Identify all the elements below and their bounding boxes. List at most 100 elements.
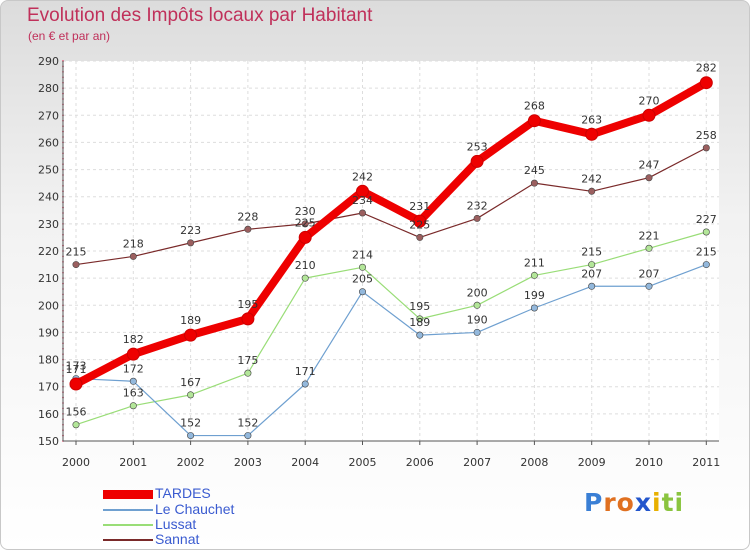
y-tick-label: 200 xyxy=(38,299,59,312)
series-line-tardes xyxy=(72,78,711,388)
logo-letter: x xyxy=(634,488,652,517)
x-tick-label: 2005 xyxy=(349,456,377,469)
series-line-le-chauchet xyxy=(75,263,707,437)
y-tick-label: 150 xyxy=(38,435,59,448)
data-label-lussat: 227 xyxy=(696,213,717,226)
data-label-tardes: 242 xyxy=(352,170,373,183)
data-label-tardes: 282 xyxy=(696,62,717,75)
data-label-tardes: 225 xyxy=(295,216,316,229)
data-point-sannat xyxy=(702,144,710,152)
y-tick-label: 240 xyxy=(38,191,59,204)
data-point-sannat xyxy=(244,225,252,233)
data-point-le-chauchet xyxy=(301,380,309,388)
data-label-lussat: 215 xyxy=(581,246,602,259)
data-label-tardes: 253 xyxy=(467,140,488,153)
legend-label-sannat: Sannat xyxy=(155,531,200,547)
data-label-sannat: 223 xyxy=(180,224,201,237)
data-label-tardes: 270 xyxy=(639,94,660,107)
data-point-le-chauchet xyxy=(702,261,710,269)
data-point-tardes xyxy=(470,154,484,168)
y-tick-label: 230 xyxy=(38,218,59,231)
data-point-le-chauchet xyxy=(129,377,137,385)
x-tick-label: 2006 xyxy=(406,456,434,469)
chart-subtitle: (en € et par an) xyxy=(28,29,111,43)
y-tick-label: 280 xyxy=(38,82,59,95)
data-label-le-chauchet: 173 xyxy=(66,360,87,373)
logo-letter: t xyxy=(661,488,675,517)
data-point-lussat xyxy=(72,421,80,429)
data-point-lussat xyxy=(358,263,366,271)
y-tick-label: 210 xyxy=(38,272,59,285)
legend-swatch-sannat xyxy=(103,539,153,541)
data-label-lussat: 214 xyxy=(352,248,373,261)
data-label-sannat: 225 xyxy=(409,218,430,231)
data-point-le-chauchet xyxy=(358,288,366,296)
data-label-lussat: 221 xyxy=(639,229,660,242)
y-tick-label: 170 xyxy=(38,381,59,394)
y-tick-label: 190 xyxy=(38,326,59,339)
data-label-tardes: 231 xyxy=(409,200,430,213)
legend-label-tardes: TARDES xyxy=(155,485,211,501)
x-tick-label: 2010 xyxy=(635,456,663,469)
data-point-tardes xyxy=(699,76,713,90)
legend-swatch-le-chauchet xyxy=(103,509,153,511)
y-tick-label: 270 xyxy=(38,109,59,122)
data-label-sannat: 247 xyxy=(639,159,660,172)
data-point-sannat xyxy=(187,239,195,247)
data-label-le-chauchet: 171 xyxy=(295,365,316,378)
grid-lines xyxy=(63,60,719,442)
data-point-tardes xyxy=(356,184,369,198)
data-label-tardes: 189 xyxy=(180,314,201,327)
x-tick-label: 2002 xyxy=(177,456,205,469)
data-label-tardes: 268 xyxy=(524,100,545,113)
data-point-lussat xyxy=(645,244,653,252)
data-label-lussat: 163 xyxy=(123,387,144,400)
data-point-le-chauchet xyxy=(416,331,424,339)
data-point-lussat xyxy=(530,271,538,279)
data-point-sannat xyxy=(645,174,653,182)
series-line-lussat xyxy=(75,231,707,426)
x-tick-label: 2009 xyxy=(578,456,606,469)
x-tick-label: 2003 xyxy=(234,456,262,469)
x-tick-label: 2008 xyxy=(520,456,548,469)
y-tick-label: 180 xyxy=(38,354,59,367)
data-point-lussat xyxy=(244,369,252,377)
data-label-le-chauchet: 189 xyxy=(409,316,430,329)
data-label-lussat: 156 xyxy=(66,406,87,419)
data-point-le-chauchet xyxy=(588,282,596,290)
data-label-le-chauchet: 190 xyxy=(467,313,488,326)
logo-letter: r xyxy=(603,488,617,517)
data-label-le-chauchet: 172 xyxy=(123,362,144,375)
data-label-le-chauchet: 152 xyxy=(237,417,258,430)
data-point-lussat xyxy=(187,391,195,399)
logo-letter: P xyxy=(584,488,604,517)
legend-swatch-tardes xyxy=(103,490,153,499)
x-tick-label: 2007 xyxy=(463,456,491,469)
logo-letter: i xyxy=(652,488,662,517)
data-point-tardes xyxy=(69,377,83,391)
data-label-tardes: 195 xyxy=(237,298,258,311)
proxiti-logo: Proxiti xyxy=(584,488,684,517)
legend-label-lussat: Lussat xyxy=(155,516,197,532)
legend-label-le-chauchet: Le Chauchet xyxy=(155,501,235,517)
y-tick-label: 220 xyxy=(38,245,59,258)
data-point-lussat xyxy=(473,301,481,309)
data-point-sannat xyxy=(358,209,366,217)
data-point-sannat xyxy=(473,214,481,222)
data-point-tardes xyxy=(413,214,427,228)
data-point-le-chauchet xyxy=(530,304,538,312)
data-label-lussat: 167 xyxy=(180,376,201,389)
y-tick-label: 250 xyxy=(38,164,59,177)
data-labels: 215 218 223 228 230 234 225 232 245 242 247 258 156 1… xyxy=(66,62,717,430)
data-point-tardes xyxy=(527,114,541,128)
data-point-sannat xyxy=(301,220,309,228)
data-label-sannat: 234 xyxy=(352,194,373,207)
data-point-sannat xyxy=(72,261,80,269)
data-point-lussat xyxy=(416,315,424,323)
data-point-le-chauchet xyxy=(473,328,481,336)
data-label-tardes: 171 xyxy=(66,363,87,376)
x-tick-label: 2004 xyxy=(291,456,319,469)
chart-title: Evolution des Impôts locaux par Habitant xyxy=(27,5,373,26)
